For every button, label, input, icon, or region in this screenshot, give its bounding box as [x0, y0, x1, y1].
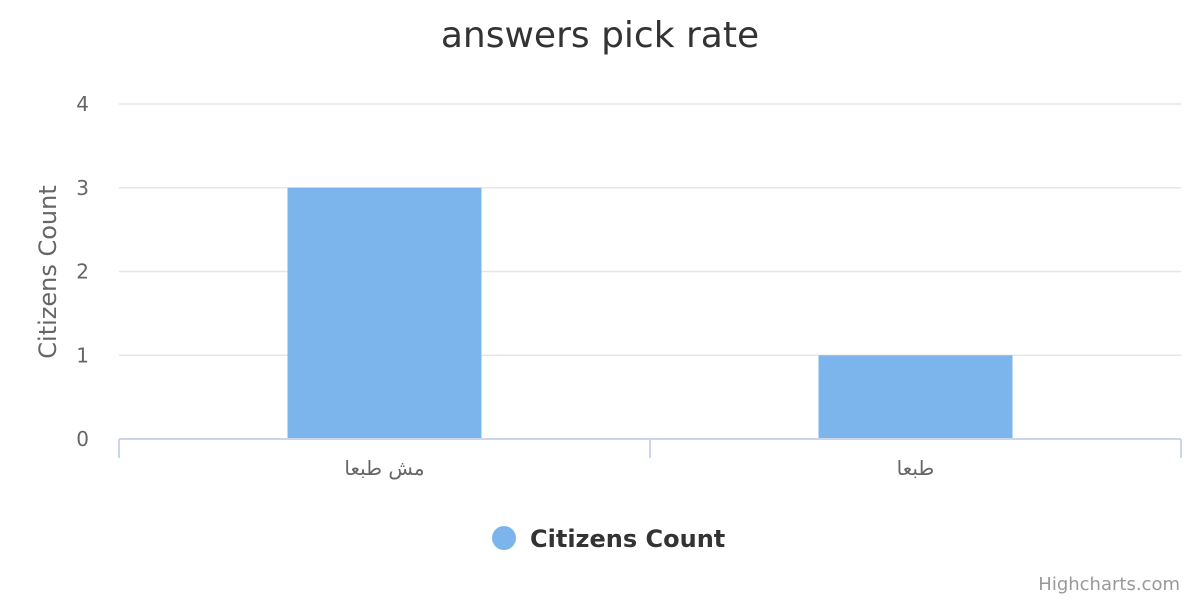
y-tick-label: 4	[76, 92, 89, 116]
y-tick-label: 3	[76, 176, 89, 200]
bar[interactable]	[287, 187, 482, 439]
bar-series	[287, 187, 1013, 439]
grid-lines	[119, 103, 1181, 356]
y-tick-label: 1	[76, 343, 89, 367]
credits-link[interactable]: Highcharts.com	[1038, 574, 1180, 595]
legend-marker-icon[interactable]	[492, 526, 516, 550]
legend-label[interactable]: Citizens Count	[530, 525, 725, 553]
y-axis-label: Citizens Count	[34, 185, 62, 358]
x-axis	[118, 438, 1182, 458]
legend[interactable]: Citizens Count	[492, 525, 725, 553]
chart-title: answers pick rate	[441, 15, 759, 56]
bar[interactable]	[818, 355, 1013, 439]
y-tick-label: 0	[76, 427, 89, 451]
y-axis-ticks: 0 1 2 3 4	[76, 92, 89, 451]
x-tick-label: طبعا	[897, 456, 935, 480]
x-tick-label: مش طبعا	[344, 456, 424, 480]
y-tick-label: 2	[76, 260, 89, 284]
x-axis-ticks: مش طبعا طبعا	[344, 456, 934, 480]
